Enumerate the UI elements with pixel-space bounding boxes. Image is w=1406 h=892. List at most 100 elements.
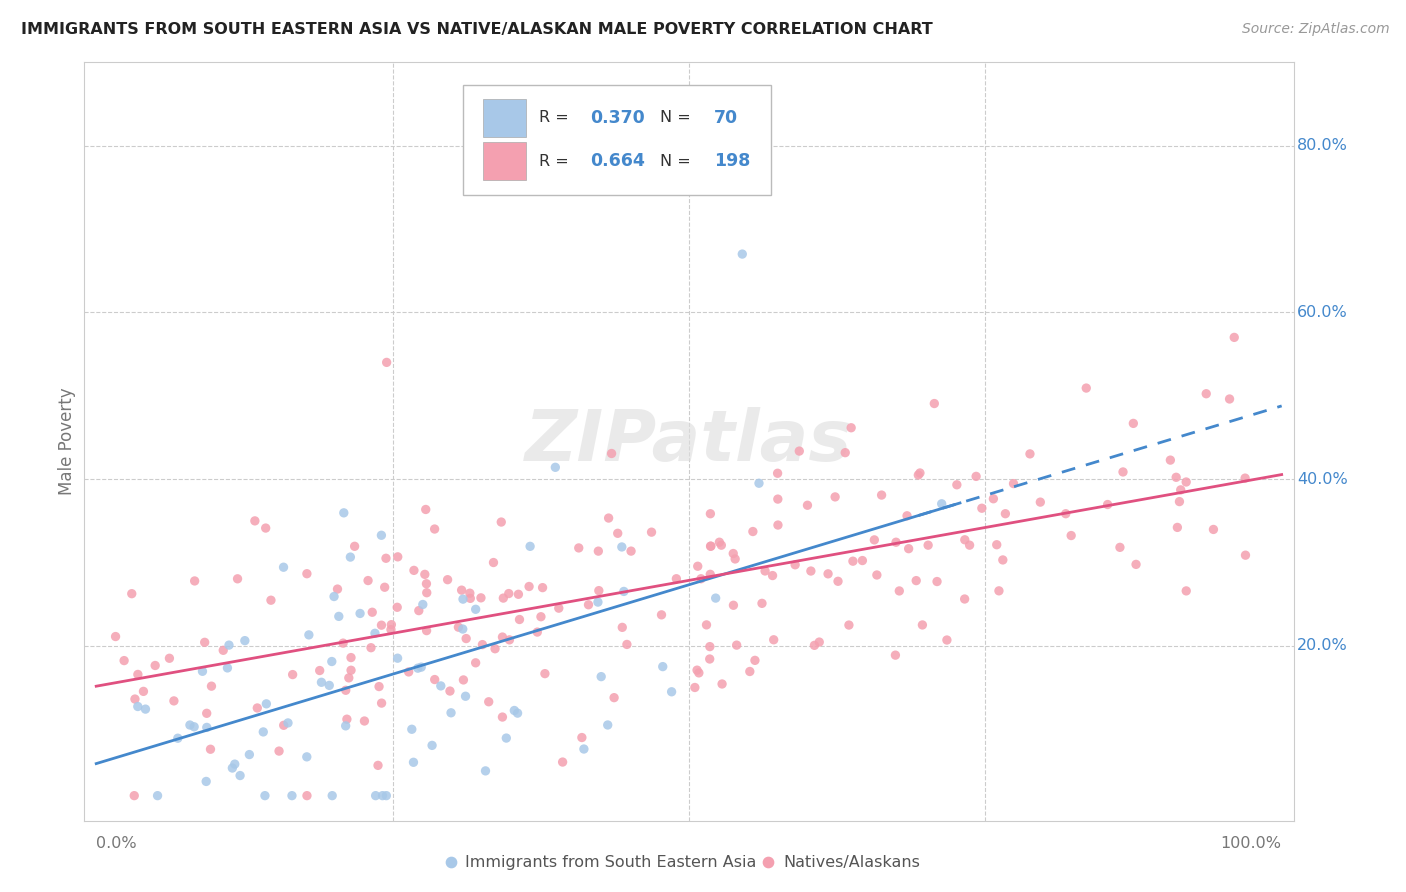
Point (478, 695, 501, 709)
Point (1097, 498, 1119, 512)
Point (470, 591, 492, 605)
Point (273, 560, 295, 574)
Point (451, 622, 474, 636)
Point (690, 572, 713, 586)
Point (195, 774, 218, 789)
Point (252, 725, 274, 739)
Point (368, 680, 391, 694)
Point (686, 559, 709, 574)
Point (612, 620, 634, 634)
Point (1159, 453, 1181, 467)
Point (986, 538, 1008, 552)
Point (711, 677, 734, 691)
Point (339, 550, 361, 565)
Point (699, 640, 721, 654)
Point (1234, 548, 1257, 562)
Point (946, 477, 969, 491)
Point (616, 637, 638, 651)
Point (311, 675, 333, 690)
Point (508, 587, 530, 601)
Point (766, 492, 789, 507)
Point (704, 591, 727, 606)
Point (146, 789, 169, 803)
Point (1202, 523, 1225, 537)
Point (824, 490, 846, 504)
Point (1002, 476, 1025, 491)
Point (620, 544, 643, 558)
Text: 60.0%: 60.0% (1298, 305, 1348, 320)
Point (896, 508, 918, 523)
Point (387, 600, 409, 615)
Point (439, 684, 461, 698)
Point (127, 699, 149, 714)
Point (699, 507, 721, 521)
Point (440, 706, 463, 720)
Point (970, 501, 993, 516)
Point (751, 596, 773, 610)
Point (474, 764, 496, 778)
Point (453, 673, 475, 687)
Point (1234, 471, 1257, 485)
Text: IMMIGRANTS FROM SOUTH EASTERN ASIA VS NATIVE/ALASKAN MALE POVERTY CORRELATION CH: IMMIGRANTS FROM SOUTH EASTERN ASIA VS NA… (21, 22, 932, 37)
Point (591, 670, 613, 684)
Point (212, 643, 235, 657)
Point (482, 556, 505, 570)
Point (491, 710, 513, 724)
Point (803, 638, 825, 652)
Point (761, 568, 783, 582)
Point (517, 580, 540, 594)
Point (724, 552, 747, 566)
Point (454, 690, 477, 704)
Point (800, 564, 823, 578)
Text: Immigrants from South Eastern Asia: Immigrants from South Eastern Asia (465, 855, 756, 870)
Point (1122, 417, 1144, 431)
Point (337, 671, 360, 685)
Point (1175, 475, 1198, 489)
Point (370, 618, 392, 632)
Point (267, 744, 290, 758)
Point (318, 678, 340, 692)
Point (1112, 465, 1135, 479)
Text: N =: N = (659, 153, 696, 169)
FancyBboxPatch shape (484, 99, 526, 136)
Point (911, 618, 934, 632)
Point (217, 661, 239, 675)
Point (343, 539, 366, 553)
Point (364, 626, 387, 640)
Point (281, 789, 304, 803)
Point (731, 247, 754, 261)
Point (308, 664, 330, 678)
Point (598, 511, 620, 525)
Point (398, 665, 420, 679)
Text: 0.370: 0.370 (589, 109, 644, 127)
Point (519, 539, 541, 553)
Point (413, 567, 436, 582)
Point (744, 653, 766, 667)
Point (491, 515, 513, 529)
Text: 0.0%: 0.0% (96, 836, 136, 851)
Point (935, 633, 957, 648)
Point (370, 528, 392, 542)
Point (650, 607, 672, 622)
Point (588, 583, 610, 598)
Point (606, 526, 628, 541)
Point (335, 719, 357, 733)
Point (402, 563, 425, 577)
Point (651, 659, 673, 673)
Point (387, 651, 409, 665)
Point (157, 651, 180, 665)
Point (194, 635, 217, 649)
Point (699, 652, 721, 666)
Point (994, 507, 1017, 521)
Point (1223, 330, 1246, 344)
Point (665, 572, 688, 586)
Point (121, 587, 143, 601)
Point (277, 715, 299, 730)
Point (884, 535, 907, 549)
Point (464, 656, 486, 670)
Point (370, 696, 392, 710)
Point (503, 704, 526, 718)
Point (332, 636, 354, 650)
Point (866, 568, 889, 582)
Point (374, 580, 396, 594)
